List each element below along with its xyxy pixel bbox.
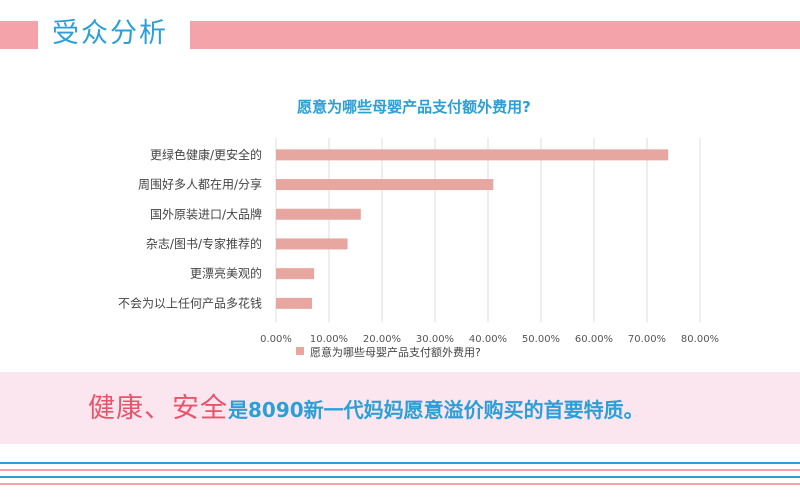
legend: 愿意为哪些母婴产品支付额外费用?: [296, 345, 481, 359]
footer-stripe: [0, 483, 800, 485]
bar: [276, 297, 313, 309]
x-tick-label: 80.00%: [681, 334, 719, 345]
bar: [276, 208, 361, 220]
x-tick-label: 10.00%: [310, 334, 348, 345]
x-tick-label: 60.00%: [575, 334, 613, 345]
chart-title: 愿意为哪些母婴产品支付额外费用?: [297, 98, 531, 116]
footer-stripe: [0, 469, 800, 471]
category-label: 更漂亮美观的: [190, 266, 262, 281]
footer-stripes: [0, 462, 800, 500]
category-label: 不会为以上任何产品多花钱: [118, 295, 262, 310]
summary-rest: 是8090新一代妈妈愿意溢价购买的首要特质。: [228, 398, 644, 422]
bar: [276, 149, 669, 161]
bars-layer: [276, 149, 669, 309]
x-tick-label: 40.00%: [469, 334, 507, 345]
category-label: 周围好多人都在用/分享: [138, 177, 262, 192]
x-tick-label: 0.00%: [260, 334, 292, 345]
header-right-accent-bar: [190, 21, 800, 49]
header-left-accent-bar: [0, 21, 38, 49]
x-tick-label: 50.00%: [522, 334, 560, 345]
page-title: 受众分析: [52, 18, 168, 49]
x-tick-label: 30.00%: [416, 334, 454, 345]
tick-label-layer: 0.00% 10.00% 20.00% 30.00% 40.00% 50.00% 60.00…: [260, 334, 719, 345]
footer-stripe: [0, 462, 800, 464]
summary-text: 健康、安全是8090新一代妈妈愿意溢价购买的首要特质。: [88, 386, 644, 432]
category-label: 更绿色健康/更安全的: [150, 147, 262, 162]
category-label-layer: 更绿色健康/更安全的周围好多人都在用/分享国外原装进口/大品牌杂志/图书/专家推…: [118, 147, 262, 311]
bar: [276, 179, 494, 191]
category-label: 杂志/图书/专家推荐的: [146, 236, 262, 251]
grid-layer: [275, 138, 701, 323]
summary-banner: [0, 372, 800, 444]
legend-swatch: [296, 347, 304, 355]
bar: [276, 238, 348, 250]
summary-highlight: 健康、安全: [88, 393, 228, 424]
x-tick-label: 70.00%: [628, 334, 666, 345]
footer-stripe: [0, 476, 800, 478]
x-tick-label: 20.00%: [363, 334, 401, 345]
bar: [276, 268, 315, 280]
legend-label: 愿意为哪些母婴产品支付额外费用?: [310, 345, 481, 359]
category-label: 国外原装进口/大品牌: [150, 207, 262, 221]
bar-chart: 愿意为哪些母婴产品支付额外费用? 更绿色健康/更安全的周围好多人都在用/分享国外…: [118, 98, 719, 359]
